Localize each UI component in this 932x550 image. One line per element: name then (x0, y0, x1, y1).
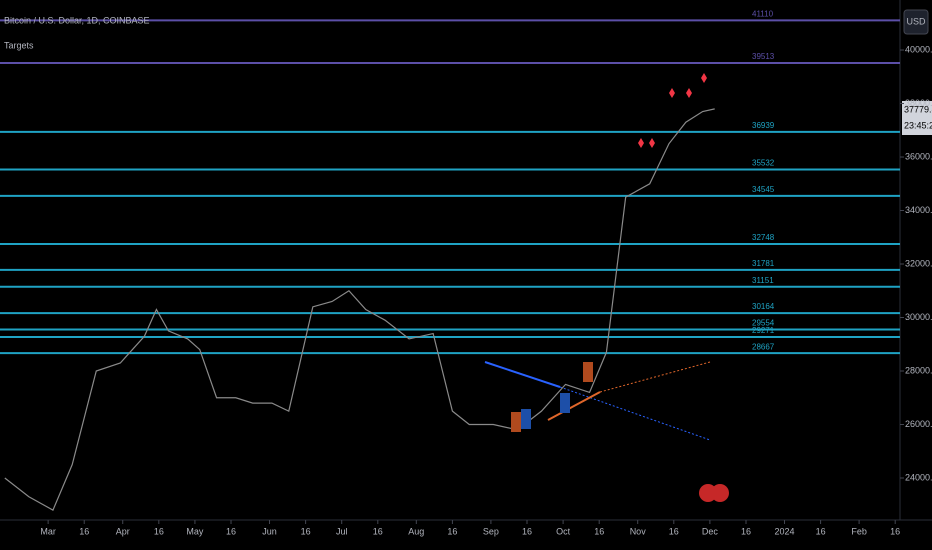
x-tick-label: Dec (702, 526, 719, 536)
target-label: 28667 (752, 342, 775, 351)
x-tick-label: 16 (669, 526, 679, 536)
target-label: 31151 (752, 276, 774, 285)
x-tick-label: 16 (373, 526, 383, 536)
x-tick-label: 16 (79, 526, 89, 536)
x-tick-label: Mar (40, 526, 56, 536)
x-tick-label: 16 (522, 526, 532, 536)
y-tick-label: 36000.00 (905, 151, 932, 161)
x-tick-label: 16 (226, 526, 236, 536)
badges (511, 73, 729, 502)
x-tick-label: Jun (262, 526, 277, 536)
price-line (4, 108, 715, 511)
target-label: 35532 (752, 159, 775, 168)
y-tick-label: 34000.00 (905, 205, 932, 215)
trend-line (599, 361, 711, 393)
y-tick-label: 28000.00 (905, 365, 932, 375)
x-tick-label: Feb (851, 526, 867, 536)
x-tick-label: 16 (447, 526, 457, 536)
x-tick-label: Apr (116, 526, 130, 536)
price-tag (902, 101, 932, 135)
x-tick-label: 16 (301, 526, 311, 536)
target-label: 29554 (752, 319, 775, 328)
trend-line (547, 391, 601, 421)
currency: USD (906, 16, 926, 26)
x-tick-label: 16 (154, 526, 164, 536)
x-tick-label: Aug (408, 526, 424, 536)
countdown: 23:45:25 (904, 120, 932, 130)
indicator-name: Targets (4, 40, 34, 50)
target-label: 34545 (752, 185, 775, 194)
target-label: 32748 (752, 233, 775, 242)
last-price: 37779.88 (904, 104, 932, 114)
y-tick-label: 38000.00 (905, 98, 932, 108)
x-tick-label: 16 (816, 526, 826, 536)
x-tick-label: Jul (336, 526, 348, 536)
x-tick-label: 16 (594, 526, 604, 536)
target-label: 31781 (752, 259, 775, 268)
target-label: 29271 (752, 326, 775, 335)
currency-button[interactable] (903, 9, 929, 35)
x-tick-label: Sep (483, 526, 499, 536)
x-tick-label: 16 (741, 526, 751, 536)
x-tick-label: 2024 (774, 526, 794, 536)
trend-line (484, 361, 561, 388)
x-tick-label: 16 (890, 526, 900, 536)
y-tick-label: 30000.00 (905, 312, 932, 322)
target-label: 39513 (752, 52, 775, 61)
x-tick-label: May (186, 526, 204, 536)
y-tick-label: 40000.00 (905, 44, 932, 54)
target-label: 30164 (752, 302, 775, 311)
x-tick-label: Oct (556, 526, 571, 536)
y-tick-label: 26000.00 (905, 419, 932, 429)
target-label: 41110 (752, 9, 774, 18)
trend-line (559, 386, 711, 441)
y-tick-label: 32000.00 (905, 258, 932, 268)
y-tick-label: 24000.00 (905, 472, 932, 482)
target-label: 36939 (752, 121, 775, 130)
chart-title: Bitcoin / U.S. Dollar, 1D, COINBASE (4, 15, 150, 25)
x-tick-label: Nov (630, 526, 647, 536)
